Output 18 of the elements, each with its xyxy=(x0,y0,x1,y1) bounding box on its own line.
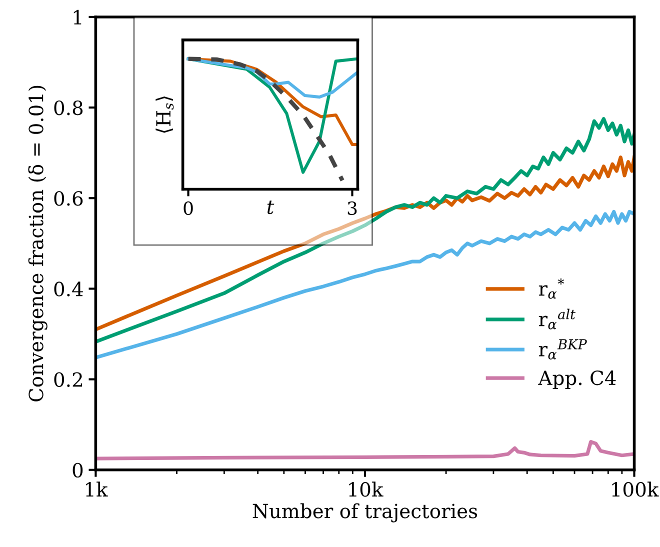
y-axis-title: ⟨H$_{s}$⟩ xyxy=(156,96,174,133)
x-tick-label: 1k xyxy=(86,482,108,496)
y-tick-label: 0.8 xyxy=(54,100,83,116)
y-tick-label: 0.6 xyxy=(54,191,83,206)
x-axis-title: t xyxy=(267,200,274,214)
y-axis-title: Convergence fraction (δ = 0.01) xyxy=(28,86,48,402)
y-tick-label: 0.4 xyxy=(54,282,83,296)
legend-label: App. C4 xyxy=(538,370,616,389)
y-tick-label: 1 xyxy=(74,10,82,24)
y-tick-label: 0.2 xyxy=(54,372,82,387)
legend-label: r$_{α}$$^{BKP}$ xyxy=(538,339,587,360)
y-tick-label: 0 xyxy=(72,462,83,478)
x-axis-title: Number of trajectories xyxy=(252,503,478,522)
x-tick-label: 10k xyxy=(349,482,384,497)
x-tick-label: 100k xyxy=(612,482,659,497)
legend-label: r$_{α}$$^{*}$ xyxy=(538,278,564,299)
x-tick-label: 3 xyxy=(348,201,357,216)
legend-label: r$_{α}$$^{alt}$ xyxy=(538,308,576,330)
